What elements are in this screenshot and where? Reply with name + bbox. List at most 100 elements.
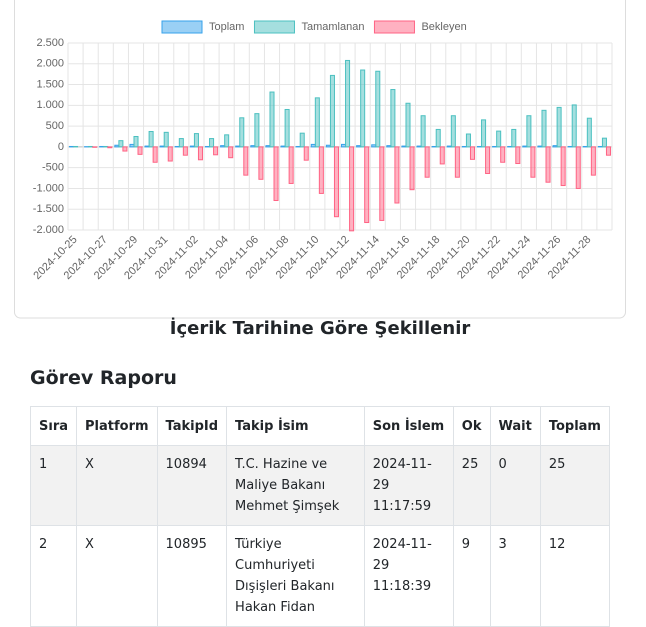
bar: [606, 147, 610, 155]
bar: [482, 120, 486, 147]
table-cell: 0: [490, 446, 540, 526]
bar: [214, 147, 218, 155]
table-cell: T.C. Hazine ve Maliye Bakanı Mehmet Şimş…: [227, 446, 365, 526]
bar: [447, 146, 451, 147]
bar: [145, 146, 149, 147]
bar: [183, 147, 187, 155]
table-cell: Türkiye Cumhuriyeti Dışişleri Bakanı Hak…: [227, 526, 365, 627]
bar: [108, 147, 112, 148]
header-cell: TakipId: [157, 407, 227, 446]
bar: [300, 133, 304, 147]
bar: [376, 71, 380, 147]
bar: [240, 118, 244, 147]
bar: [119, 141, 123, 147]
header-cell: Sıra: [31, 407, 77, 446]
table-cell: 25: [540, 446, 609, 526]
bar: [236, 146, 240, 147]
legend-label: Bekleyen: [421, 21, 466, 33]
bar: [289, 147, 293, 184]
bar: [436, 129, 440, 146]
table-cell: 10894: [157, 446, 227, 526]
bar: [557, 107, 561, 146]
report-title: Görev Raporu: [30, 367, 177, 389]
legend-label: Toplam: [209, 21, 244, 33]
bar: [266, 146, 270, 147]
bar: [346, 60, 350, 146]
bar: [587, 118, 591, 147]
bar: [330, 75, 334, 146]
table-cell: 25: [453, 446, 490, 526]
bar: [523, 146, 527, 147]
bar: [406, 103, 410, 147]
chart: -2.000-1.500-1.000-50005001.0001.5002.00…: [0, 0, 646, 320]
bar: [350, 147, 354, 231]
bar: [255, 114, 259, 147]
bar: [315, 98, 319, 147]
bar: [470, 147, 474, 159]
table-cell: X: [77, 526, 158, 627]
table-cell: 3: [490, 526, 540, 627]
bar: [225, 135, 229, 147]
legend-swatch: [162, 21, 202, 33]
bar: [451, 116, 455, 147]
legend-label: Tamamlanan: [301, 21, 364, 33]
bar: [311, 144, 315, 146]
bar: [342, 144, 346, 146]
bar: [546, 147, 550, 182]
bar: [190, 146, 194, 147]
bar: [561, 147, 565, 186]
bar: [576, 147, 580, 189]
table-cell: 12: [540, 526, 609, 627]
bar: [365, 147, 369, 223]
table-cell: 10895: [157, 526, 227, 627]
bar: [512, 129, 516, 146]
bar: [198, 147, 202, 160]
bar: [134, 137, 138, 147]
y-tick-label: 2.000: [36, 58, 64, 70]
bar: [380, 147, 384, 221]
table-cell: 1: [31, 446, 77, 526]
header-cell: Takip İsim: [227, 407, 365, 446]
legend-swatch: [374, 21, 414, 33]
bar: [572, 105, 576, 147]
y-tick-label: 1.500: [36, 78, 64, 90]
total-badge: 25: [549, 457, 566, 472]
bar: [497, 131, 501, 147]
bar: [387, 146, 391, 147]
bar: [259, 147, 263, 179]
bar: [221, 146, 225, 147]
bar: [410, 147, 414, 190]
y-tick-label: -500: [42, 162, 64, 174]
y-tick-label: 1.000: [36, 99, 64, 111]
table-cell: 9: [453, 526, 490, 627]
bar: [531, 147, 535, 177]
bar: [542, 110, 546, 147]
bar: [274, 147, 278, 201]
bar: [285, 109, 289, 146]
bar: [251, 146, 255, 147]
bar: [244, 147, 248, 175]
table-cell: 2: [31, 526, 77, 627]
header-cell: Platform: [77, 407, 158, 446]
bar: [164, 132, 168, 147]
chart-title: İçerik Tarihine Göre Şekillenir: [14, 318, 626, 339]
bar: [149, 132, 153, 147]
bar: [115, 145, 119, 147]
y-tick-label: 500: [46, 120, 64, 132]
bar: [210, 139, 214, 147]
y-tick-label: 2.500: [36, 37, 64, 49]
header-cell: Toplam: [540, 407, 609, 446]
bar: [153, 147, 157, 162]
bar: [440, 147, 444, 164]
y-tick-label: -2.000: [33, 224, 64, 236]
bar: [281, 146, 285, 147]
bar: [395, 147, 399, 203]
header-cell: Ok: [453, 407, 490, 446]
bar: [361, 70, 365, 147]
bar: [270, 92, 274, 147]
header-cell: Wait: [490, 407, 540, 446]
legend-swatch: [254, 21, 294, 33]
